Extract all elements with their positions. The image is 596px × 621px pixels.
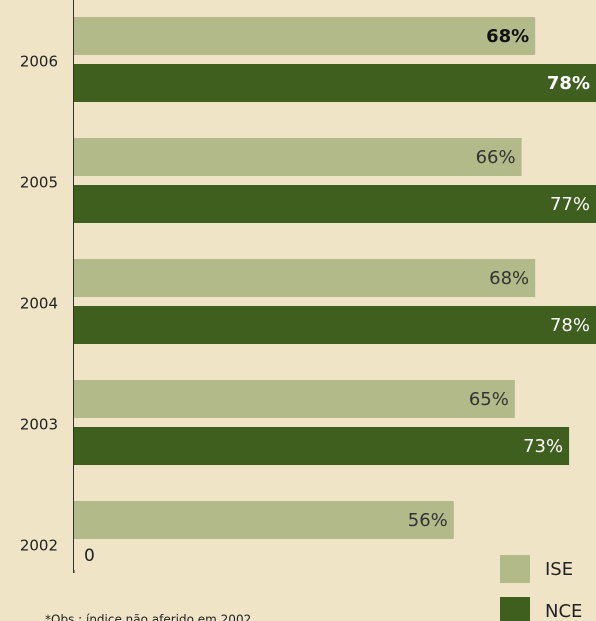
bar <box>74 259 536 297</box>
data-label: 66% <box>476 147 516 168</box>
legend-label: ISE <box>545 559 573 580</box>
y-tick-label: 2005 <box>20 174 58 192</box>
legend-swatch <box>500 597 530 621</box>
x-tick-label: 0 <box>84 546 95 566</box>
data-label: 56% <box>408 510 448 531</box>
data-label: 78% <box>547 73 590 94</box>
bar <box>74 306 596 344</box>
footnote: *Obs.: índice não aferido em 2002 <box>45 613 251 621</box>
data-label: 65% <box>469 389 509 410</box>
bar <box>74 380 515 418</box>
legend-swatch <box>500 555 530 583</box>
bar <box>74 17 536 55</box>
y-tick-label: 2006 <box>20 53 58 71</box>
data-label: 73% <box>523 436 563 457</box>
bar <box>74 185 596 223</box>
data-label: 77% <box>550 194 590 215</box>
y-tick-label: 2004 <box>20 295 58 313</box>
y-tick-label: 2002 <box>20 537 58 555</box>
y-tick-label: 2003 <box>20 416 58 434</box>
data-label: 68% <box>486 26 529 47</box>
data-label: 68% <box>489 268 529 289</box>
data-label: 78% <box>550 315 590 336</box>
bar <box>74 64 596 102</box>
legend-label: NCE <box>545 601 582 621</box>
bar <box>74 501 454 539</box>
bar <box>74 427 570 465</box>
bar <box>74 138 522 176</box>
